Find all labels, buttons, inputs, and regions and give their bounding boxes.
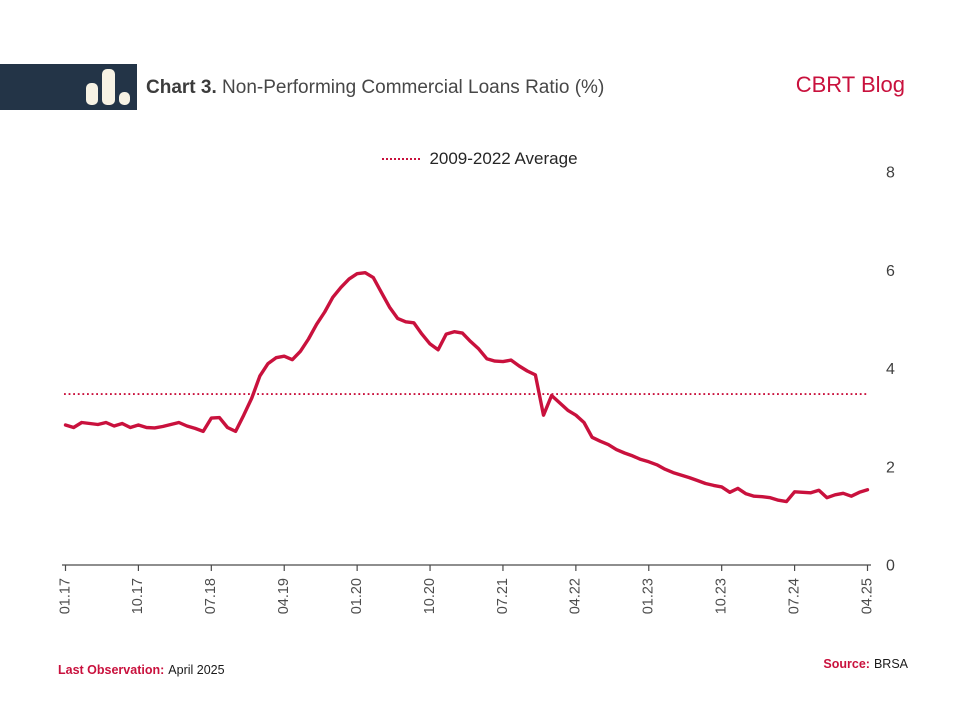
x-tick-label: 07.24 bbox=[786, 578, 802, 614]
source-note: Source: BRSA bbox=[823, 657, 908, 671]
x-tick-label: 10.20 bbox=[422, 578, 438, 614]
x-tick-label: 01.17 bbox=[57, 578, 73, 614]
x-tick-label: 07.18 bbox=[203, 578, 219, 614]
source-value: BRSA bbox=[873, 657, 908, 671]
x-tick-label: 01.20 bbox=[349, 578, 365, 614]
logo-bar-left bbox=[86, 83, 98, 105]
x-tick-label: 10.23 bbox=[714, 578, 730, 614]
y-tick-label: 6 bbox=[886, 263, 895, 280]
cbrt-logo-block bbox=[0, 64, 137, 110]
x-tick-label: 07.21 bbox=[495, 578, 511, 614]
x-tick-label: 04.22 bbox=[568, 578, 584, 614]
logo-bar-right bbox=[119, 92, 130, 105]
y-tick-label: 4 bbox=[886, 361, 895, 378]
y-tick-label: 2 bbox=[886, 459, 895, 476]
x-tick-label: 01.23 bbox=[641, 578, 657, 614]
chart-number-label: Chart 3. bbox=[146, 77, 217, 98]
last-observation-note: Last Observation: April 2025 bbox=[58, 663, 225, 677]
y-tick-label: 0 bbox=[886, 558, 895, 575]
last-observation-value: April 2025 bbox=[168, 663, 225, 677]
dotted-line-legend-icon bbox=[382, 158, 421, 160]
x-tick-label: 10.17 bbox=[130, 578, 146, 614]
legend-label: 2009-2022 Average bbox=[429, 149, 578, 168]
y-tick-label: 8 bbox=[886, 165, 895, 182]
brand-title: CBRT Blog bbox=[795, 72, 905, 97]
logo-bar-middle bbox=[102, 69, 115, 105]
chart-title-text: Non-Performing Commercial Loans Ratio (%… bbox=[222, 77, 605, 98]
x-tick-label: 04.19 bbox=[276, 578, 292, 614]
bar-chart-logo-icon bbox=[86, 69, 130, 105]
page-title: Chart 3. Non-Performing Commercial Loans… bbox=[146, 77, 604, 99]
last-observation-label: Last Observation: bbox=[58, 663, 165, 677]
x-tick-label: 04.25 bbox=[859, 578, 875, 614]
chart-legend: 2009-2022 Average bbox=[0, 149, 960, 169]
source-label: Source: bbox=[823, 657, 870, 671]
series-line bbox=[63, 271, 870, 504]
